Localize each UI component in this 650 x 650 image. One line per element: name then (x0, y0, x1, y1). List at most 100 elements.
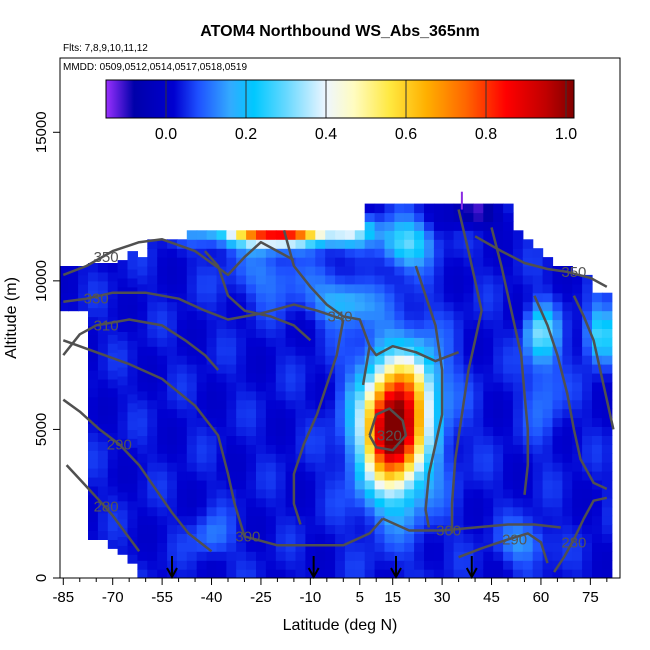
heatmap-cell (582, 274, 593, 285)
heatmap-cell (404, 542, 415, 552)
heatmap-cell (186, 346, 198, 356)
heatmap-cell (137, 373, 148, 383)
heatmap-cell (97, 316, 109, 326)
heatmap-cell (127, 313, 138, 323)
heatmap-cell (601, 542, 613, 552)
heatmap-cell (522, 328, 534, 338)
heatmap-cell (216, 399, 227, 410)
theta-contour (450, 209, 483, 534)
heatmap-cell (384, 346, 395, 356)
heatmap-cell (433, 203, 445, 214)
heatmap-cell (552, 399, 563, 410)
heatmap-cell (305, 515, 316, 526)
heatmap-cell (265, 230, 277, 240)
heatmap-cell (275, 373, 287, 383)
heatmap-cell (256, 471, 267, 481)
heatmap-cell (88, 289, 99, 300)
heatmap-cell (503, 551, 514, 561)
heatmap-cell (236, 551, 247, 561)
heatmap-cell (473, 560, 484, 570)
heatmap-cell (157, 399, 168, 410)
heatmap-cell (503, 408, 514, 419)
heatmap-cell (236, 453, 247, 463)
heatmap-cell (572, 274, 583, 285)
heatmap-cell (265, 542, 277, 552)
heatmap-cell (552, 301, 563, 312)
heatmap-cell (483, 524, 494, 534)
heatmap-cell (176, 533, 188, 543)
heatmap-cell (424, 257, 435, 267)
heatmap-cell (275, 364, 287, 374)
heatmap-cell (592, 346, 603, 356)
heatmap-cell (384, 310, 395, 321)
heatmap-cell (364, 292, 376, 303)
heatmap-cell (97, 414, 109, 425)
heatmap-cell (562, 337, 573, 347)
colorbar-tick-label: 1.0 (555, 126, 577, 143)
heatmap-cell (186, 515, 198, 526)
heatmap-cell (483, 426, 494, 436)
heatmap-cell (592, 417, 603, 427)
heatmap-cell (97, 423, 109, 433)
heatmap-cell (275, 390, 287, 401)
heatmap-cell (503, 435, 514, 445)
heatmap-cell (473, 569, 484, 578)
heatmap-cell (473, 515, 484, 526)
heatmap-cell (325, 435, 336, 445)
heatmap-cell (305, 337, 316, 347)
heatmap-cell (137, 337, 148, 347)
heatmap-cell (404, 257, 415, 267)
heatmap-cell (532, 328, 544, 338)
heatmap-cell (374, 417, 386, 427)
heatmap-cell (137, 274, 148, 285)
heatmap-cell (473, 542, 484, 552)
heatmap-cell (542, 515, 554, 526)
heatmap-cell (552, 488, 563, 499)
heatmap-cell (384, 274, 395, 285)
heatmap-cell (542, 453, 554, 463)
heatmap-cell (473, 274, 484, 285)
heatmap-cell (424, 488, 435, 499)
heatmap-cell (246, 283, 257, 294)
heatmap-cell (107, 325, 119, 335)
heatmap-cell (335, 319, 346, 329)
heatmap-cell (404, 462, 415, 472)
heatmap-cell (147, 257, 158, 267)
heatmap-cell (325, 444, 336, 454)
heatmap-cell (275, 337, 287, 347)
heatmap-cell (176, 239, 188, 249)
heatmap-cell (572, 462, 583, 472)
heatmap-cell (562, 399, 573, 410)
heatmap-cell (265, 248, 277, 258)
heatmap-cell (394, 551, 405, 561)
heatmap-cell (384, 488, 395, 499)
heatmap-cell (394, 408, 405, 419)
heatmap-cell (493, 212, 504, 222)
heatmap-cell (335, 390, 346, 401)
heatmap-cell (433, 542, 445, 552)
heatmap-cell (176, 551, 188, 561)
heatmap-cell (542, 373, 554, 383)
heatmap-cell (374, 364, 386, 374)
heatmap-cell (592, 328, 603, 338)
heatmap-cell (493, 355, 504, 365)
heatmap-cell (127, 554, 138, 564)
heatmap-cell (552, 497, 563, 508)
heatmap-cell (562, 346, 573, 356)
heatmap-cell (127, 384, 138, 395)
heatmap-cell (137, 524, 148, 534)
heatmap-cell (157, 524, 168, 534)
heatmap-cell (473, 310, 484, 321)
heatmap-cell (285, 239, 297, 249)
heatmap-cell (512, 239, 524, 249)
heatmap-cell (137, 551, 148, 561)
heatmap-cell (107, 307, 119, 318)
heatmap-cell (473, 266, 484, 276)
heatmap-cell (414, 364, 425, 374)
heatmap-cell (295, 283, 306, 294)
heatmap-cell (236, 248, 247, 258)
heatmap-cell (354, 239, 366, 249)
heatmap-cell (147, 381, 158, 392)
heatmap-cell (256, 506, 267, 517)
heatmap-cell (117, 509, 129, 520)
